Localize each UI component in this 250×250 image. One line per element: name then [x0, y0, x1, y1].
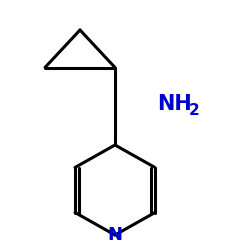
- Text: 2: 2: [189, 103, 200, 118]
- Text: NH: NH: [158, 94, 192, 114]
- Text: N: N: [108, 226, 122, 244]
